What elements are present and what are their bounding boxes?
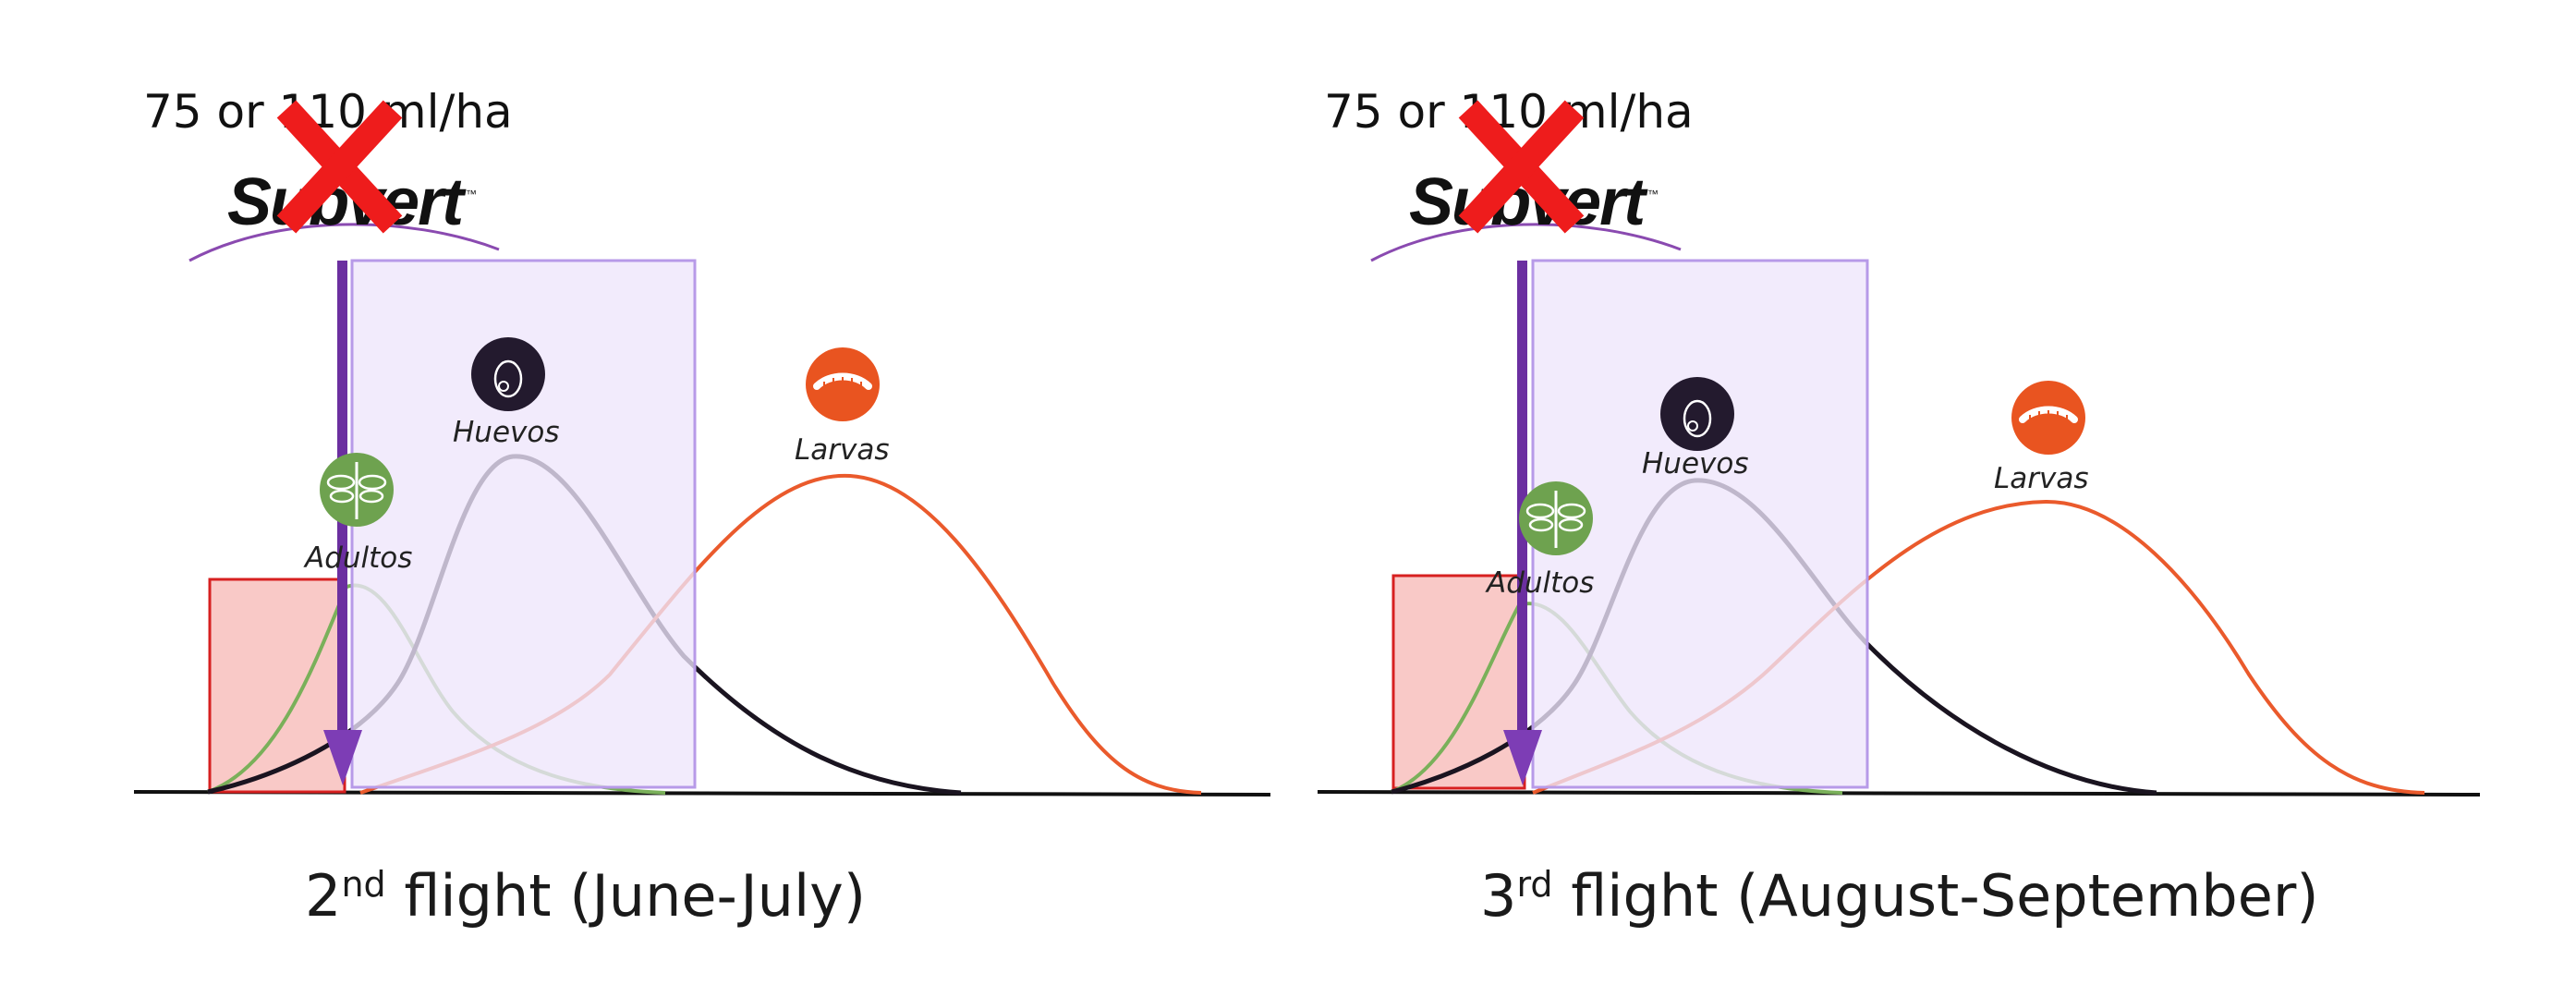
eggs-label: Huevos: [1642, 447, 1749, 480]
flight-ordinal: 3: [1480, 862, 1517, 930]
larvae-label: Larvas: [795, 433, 890, 467]
brand-arc: [1370, 223, 1682, 262]
trademark-symbol: ™: [1647, 188, 1659, 201]
dragonfly-icon: [1519, 481, 1593, 555]
larva-icon: [2011, 381, 2085, 455]
flight-ordinal: 2: [305, 862, 342, 930]
arrow-down-icon: [1503, 261, 1542, 785]
dose-label: 75 or 110 ml/ha: [1324, 85, 1694, 139]
time-baseline: [1317, 790, 2481, 797]
flight-caption: 2nd flight (June-July): [305, 859, 866, 933]
early-window-box: [1391, 574, 1526, 790]
dose-label: 75 or 110 ml/ha: [143, 85, 513, 139]
trademark-symbol: ™: [466, 188, 477, 201]
egg-icon: [471, 337, 545, 411]
treatment-window-box: [350, 259, 697, 789]
flight-ordinal-suffix: nd: [341, 864, 386, 905]
adults-label: Adultos: [1485, 566, 1594, 600]
flight-period: flight (August-September): [1552, 862, 2319, 930]
eggs-label: Huevos: [453, 416, 560, 449]
flight-period: flight (June-July): [385, 862, 867, 930]
dragonfly-icon: [320, 453, 394, 527]
larva-icon: [806, 347, 880, 421]
panel-third-flight-diagram: 75 or 110 ml/ha Subvert ™ Adultos H: [1317, 85, 2481, 797]
flight-ordinal-suffix: rd: [1516, 864, 1553, 905]
early-window-box: [208, 578, 346, 794]
cross-mark-icon: [1458, 100, 1585, 234]
flight-caption: 3rd flight (August-September): [1480, 859, 2319, 933]
panel-third-flight: 75 or 110 ml/ha Subvert ™ Adultos H: [1288, 0, 2576, 985]
adults-label: Adultos: [303, 541, 412, 575]
egg-icon: [1660, 377, 1734, 451]
larvae-label: Larvas: [1994, 462, 2089, 495]
panel-second-flight: 75 or 110 ml/ha Subvert ™ Adultos: [133, 85, 1271, 933]
brand-arc: [188, 223, 500, 262]
cross-mark-icon: [276, 100, 403, 234]
panel-second-flight-diagram: 75 or 110 ml/ha Subvert ™ Adultos: [133, 85, 1271, 797]
